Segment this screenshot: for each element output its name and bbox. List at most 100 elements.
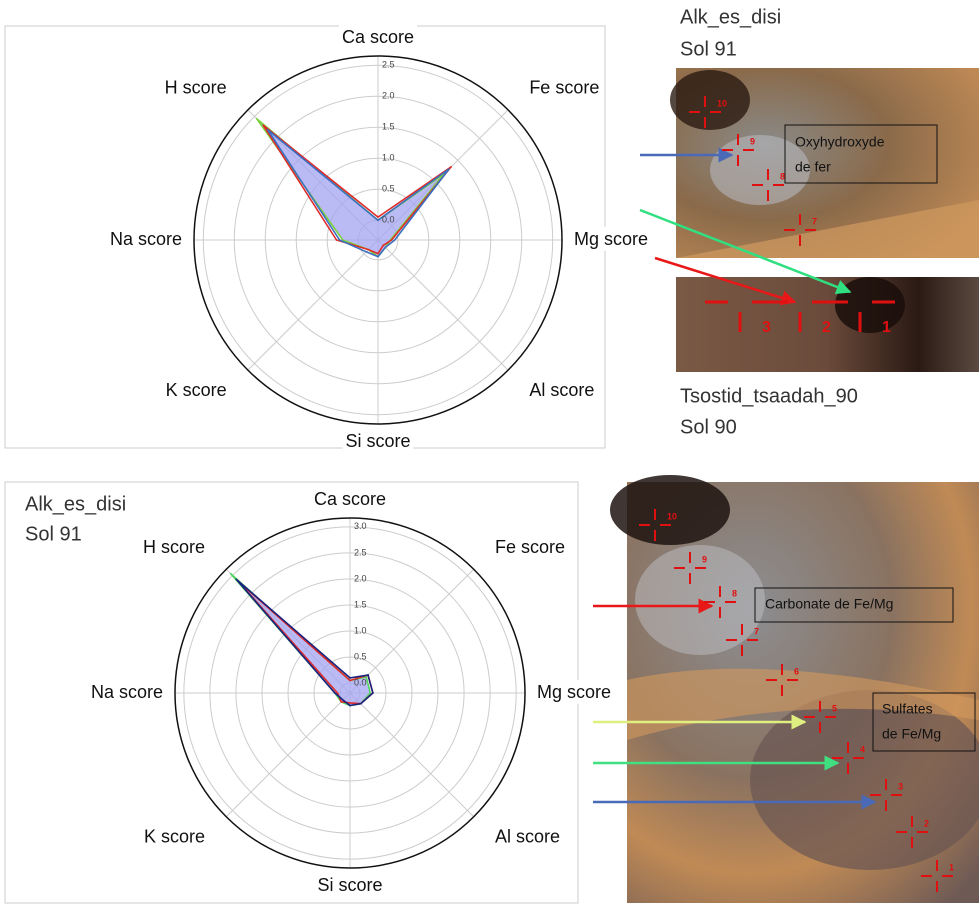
- photo-bottom: [610, 475, 979, 903]
- r-tick-label: 0.0: [354, 677, 367, 687]
- marker-crosshair: 10: [689, 96, 727, 128]
- callout-text: de Fe/Mg: [882, 726, 941, 742]
- marker-number: 7: [812, 216, 817, 226]
- category-label: K score: [166, 380, 227, 400]
- vertex: [448, 168, 450, 170]
- r-tick-label: 0.0: [382, 215, 395, 225]
- marker-crosshair: 6: [766, 664, 799, 696]
- spoke: [247, 239, 379, 371]
- category-label: Mg score: [537, 682, 611, 702]
- spoke: [349, 692, 475, 818]
- vertex: [335, 239, 338, 241]
- vertex: [334, 692, 336, 694]
- label-background: [534, 679, 615, 704]
- vertex: [229, 572, 232, 575]
- vertex: [262, 124, 265, 127]
- callout-text: Sulfates: [882, 701, 933, 717]
- label-background: [87, 679, 166, 704]
- marker-number: 3: [898, 781, 903, 791]
- vertex: [382, 244, 385, 247]
- category-label: Ca score: [314, 489, 386, 509]
- category-label: H score: [143, 537, 205, 557]
- marker-number: 8: [780, 171, 785, 181]
- callout-box: [754, 587, 954, 623]
- marker-crosshair: 9: [722, 134, 755, 166]
- marker-number: 9: [702, 554, 707, 564]
- vertex: [377, 252, 379, 255]
- callout-text: Carbonate de Fe/Mg: [765, 596, 893, 612]
- marker-number: 6: [794, 666, 799, 676]
- label-background: [338, 24, 418, 49]
- callout-box: [872, 692, 976, 752]
- category-label: Ca score: [342, 27, 414, 47]
- marker-crosshair: 8: [704, 586, 737, 618]
- category-label: H score: [165, 77, 227, 97]
- label-background: [106, 226, 185, 251]
- marker-number: 10: [667, 511, 677, 521]
- marker-number: 9: [750, 136, 755, 146]
- vertex: [367, 248, 370, 251]
- vertex: [342, 699, 344, 701]
- site-sol: Sol 90: [680, 416, 737, 438]
- site-name: Alk_es_disi: [680, 6, 781, 28]
- category-label: Na score: [110, 229, 182, 249]
- vertex: [393, 239, 396, 241]
- category-label: Fe score: [529, 77, 599, 97]
- marker-crosshair: 7: [784, 214, 817, 246]
- site-sol: Sol 91: [25, 523, 82, 545]
- label-background: [310, 486, 390, 511]
- plot-outline: [174, 517, 526, 869]
- label-background: [571, 226, 652, 251]
- marker-number: 1: [949, 862, 954, 872]
- vertex: [255, 117, 258, 120]
- vertex: [365, 251, 367, 253]
- vertex: [390, 239, 393, 241]
- label-background: [526, 378, 598, 403]
- category-label: Mg score: [574, 229, 648, 249]
- marker-crosshair: 1: [825, 300, 895, 336]
- radar-chart: 0.0 0.5 1.0 1.5 2.0 2.5 Ca score Fe score Mg sco…: [106, 24, 652, 453]
- vertex: [266, 128, 269, 131]
- callout-text: de fer: [795, 159, 831, 175]
- label-background: [141, 824, 209, 849]
- vertex: [359, 702, 362, 705]
- r-tick-label: 1.5: [354, 599, 367, 609]
- vertex: [349, 704, 351, 707]
- category-label: Fe score: [495, 537, 565, 557]
- marker-crosshair: 5: [804, 701, 837, 733]
- marker-number: 10: [717, 98, 727, 108]
- radar-chart: 0.0 0.5 1.0 1.5 2.0 2.5 3.0 Ca score Fe score Mg …: [87, 486, 615, 897]
- marker-crosshair: 2: [896, 816, 929, 848]
- site-sol: Sol 91: [680, 38, 737, 60]
- marker-number: 8: [732, 588, 737, 598]
- label-background: [162, 378, 230, 403]
- label-background: [342, 428, 414, 453]
- marker-number: 2: [924, 818, 929, 828]
- category-label: Al score: [529, 380, 594, 400]
- label-background: [491, 824, 563, 849]
- vertex: [338, 239, 341, 241]
- marker-number: 4: [860, 744, 865, 754]
- vertex: [384, 246, 387, 249]
- r-tick-label: 0.5: [382, 184, 395, 194]
- r-tick-label: 2.5: [354, 547, 367, 557]
- area-fill: [230, 573, 371, 706]
- callout-text: Oxyhydroxyde: [795, 134, 885, 150]
- photo-top: [670, 68, 979, 372]
- label-background: [140, 534, 209, 559]
- r-tick-label: 3.0: [354, 521, 367, 531]
- marker-number: 7: [754, 626, 759, 636]
- vertex: [367, 674, 369, 676]
- marker-number: 2: [822, 319, 831, 336]
- arrows: [593, 147, 877, 810]
- vertex: [340, 701, 342, 703]
- vertex: [369, 692, 372, 694]
- spoke: [225, 692, 351, 818]
- marker-crosshair: 7: [726, 624, 759, 656]
- callout-box: [784, 124, 938, 184]
- r-tick-label: 2.0: [354, 573, 367, 583]
- marker-crosshair: 8: [752, 169, 785, 201]
- r-tick-label: 1.0: [382, 153, 395, 163]
- vertex: [377, 219, 379, 221]
